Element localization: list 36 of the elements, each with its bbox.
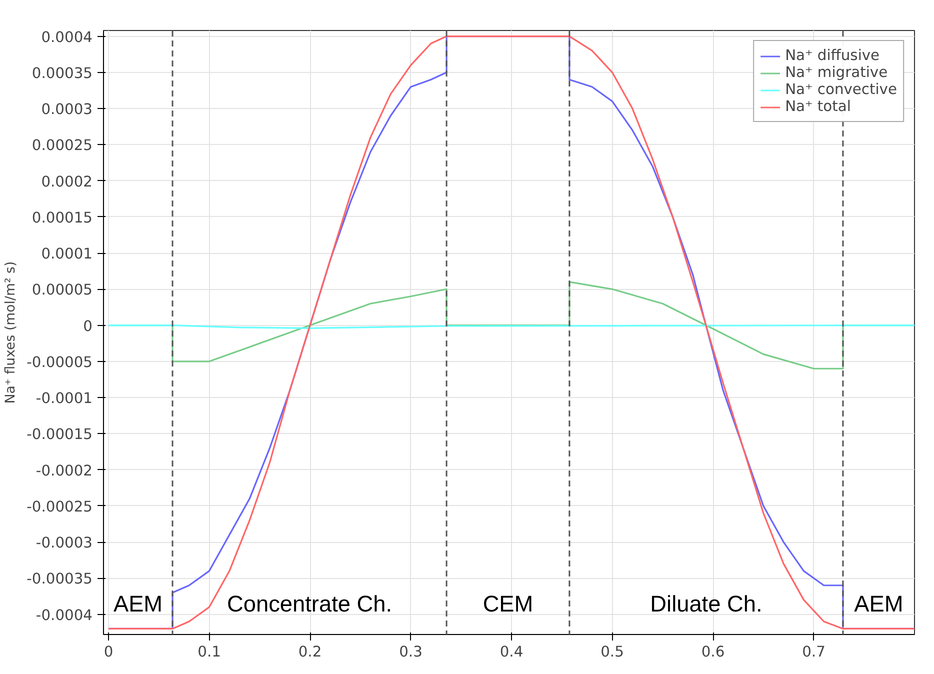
y-tick-label: -0.0003 xyxy=(36,534,93,552)
y-tick-label: -0.0001 xyxy=(36,390,93,408)
y-tick-label: 0.00025 xyxy=(32,137,92,154)
x-tick-label: 0.1 xyxy=(198,644,221,660)
x-tick-label: 0.3 xyxy=(399,644,422,660)
legend-label: Na⁺ convective xyxy=(785,81,897,98)
legend-label: Na⁺ migrative xyxy=(785,64,888,81)
y-tick-label: 0 xyxy=(83,318,93,335)
x-tick-label: 0.6 xyxy=(701,644,725,660)
y-tick-label: -0.00035 xyxy=(26,570,93,588)
y-tick-label: -0.00005 xyxy=(26,354,93,371)
y-tick-label: 0.00005 xyxy=(32,282,92,299)
x-tick-label: 0.2 xyxy=(298,644,322,660)
y-tick-label: 0.00015 xyxy=(32,209,92,226)
y-tick-label: -0.00015 xyxy=(26,426,93,444)
y-tick-label: -0.00025 xyxy=(26,498,93,516)
annotation: Concentrate Ch. xyxy=(227,590,392,616)
y-tick-label: 0.0004 xyxy=(41,28,93,46)
x-tick-label: 0.7 xyxy=(802,644,826,660)
y-tick-label: -0.0002 xyxy=(36,462,93,480)
y-tick-label: -0.0004 xyxy=(36,606,93,624)
annotation: Diluate Ch. xyxy=(650,590,762,616)
x-tick-label: 0 xyxy=(104,644,114,660)
annotation: AEM xyxy=(113,590,163,616)
legend-label: Na⁺ total xyxy=(785,98,851,115)
x-tick-label: 0.5 xyxy=(600,644,624,660)
annotation: CEM xyxy=(482,590,534,616)
y-axis-title: Na⁺ fluxes (mol/m² s) xyxy=(4,261,19,404)
line-series xyxy=(108,35,914,630)
y-tick-label: 0.0002 xyxy=(41,173,93,190)
y-tick-label: 0.0001 xyxy=(41,246,93,263)
legend-label: Na⁺ diffusive xyxy=(785,47,880,64)
annotation: AEM xyxy=(854,590,904,616)
x-tick-label: 0.4 xyxy=(500,644,524,660)
y-tick-label: 0.0003 xyxy=(41,101,93,118)
y-tick-label: 0.00035 xyxy=(32,64,92,82)
